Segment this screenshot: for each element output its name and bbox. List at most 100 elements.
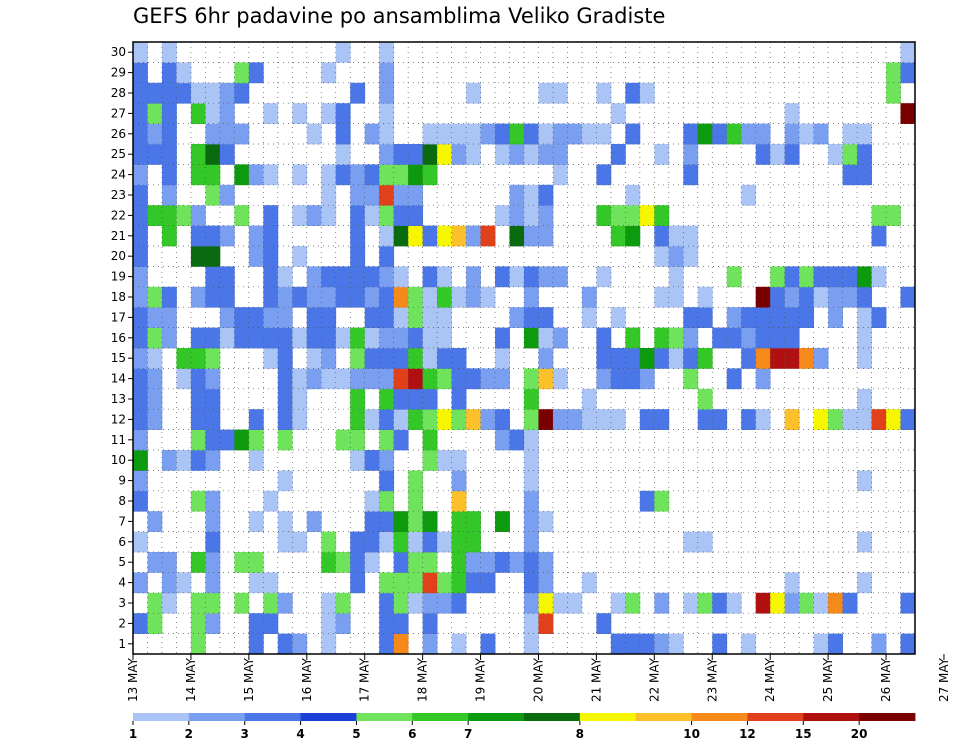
- heatmap-cell: [133, 470, 148, 492]
- heatmap-cell: [147, 144, 163, 165]
- heatmap-cell: [683, 307, 699, 328]
- heatmap-cell: [509, 552, 525, 573]
- heatmap-cell: [538, 511, 554, 532]
- heatmap-cell: [133, 450, 148, 471]
- heatmap-cell: [335, 368, 351, 390]
- heatmap-cell: [683, 592, 699, 614]
- heatmap-cell: [277, 286, 293, 308]
- heatmap-cell: [263, 225, 279, 247]
- colorbar-swatch: [803, 713, 860, 721]
- heatmap-cell: [770, 592, 786, 614]
- heatmap-cell: [205, 225, 221, 247]
- heatmap-cell: [205, 82, 221, 104]
- heatmap-cell: [857, 327, 872, 349]
- heatmap-cell: [248, 307, 264, 328]
- heatmap-cell: [784, 103, 800, 124]
- heatmap-cell: [813, 409, 829, 430]
- heatmap-cell: [147, 103, 163, 124]
- heatmap-cell: [190, 246, 206, 267]
- y-tick-label: 5: [118, 555, 126, 569]
- heatmap-cell: [422, 144, 438, 165]
- heatmap-cell: [321, 164, 337, 186]
- heatmap-cell: [263, 286, 279, 308]
- heatmap-cell: [408, 572, 424, 594]
- heatmap-cell: [799, 266, 815, 288]
- heatmap-cell: [654, 286, 670, 308]
- heatmap-cell: [133, 103, 148, 124]
- x-tick-label: 24 MAY: [763, 657, 777, 702]
- heatmap-cell: [306, 123, 322, 145]
- heatmap-cell: [205, 409, 221, 430]
- heatmap-cell: [422, 409, 438, 430]
- heatmap-cell: [828, 409, 843, 430]
- heatmap-cell: [263, 613, 279, 634]
- colorbar-label: 12: [739, 727, 756, 741]
- heatmap-cell: [321, 62, 337, 84]
- heatmap-cell: [422, 511, 438, 532]
- heatmap-cell: [306, 348, 322, 369]
- heatmap-cell: [871, 307, 887, 328]
- heatmap-cell: [552, 409, 568, 430]
- heatmap-cell: [393, 266, 409, 288]
- y-tick-label: 28: [111, 86, 126, 100]
- heatmap-cell: [277, 307, 293, 328]
- heatmap-cell: [900, 592, 916, 614]
- heatmap-cell: [524, 552, 539, 573]
- x-tick-label: 22 MAY: [647, 657, 661, 702]
- heatmap-cell: [857, 307, 872, 328]
- heatmap-cell: [596, 205, 612, 226]
- heatmap-cell: [205, 572, 221, 594]
- heatmap-cell: [408, 164, 424, 186]
- heatmap-cell: [393, 225, 409, 247]
- heatmap-cell: [857, 164, 872, 186]
- heatmap-cell: [379, 327, 395, 349]
- heatmap-cell: [133, 225, 148, 247]
- heatmap-cell: [683, 123, 699, 145]
- heatmap-cell: [364, 450, 380, 471]
- heatmap-cell: [596, 164, 612, 186]
- heatmap-cell: [422, 327, 438, 349]
- heatmap-cell: [321, 613, 337, 634]
- heatmap-cell: [350, 327, 366, 349]
- heatmap-cell: [495, 511, 510, 532]
- heatmap-cell: [248, 429, 264, 451]
- heatmap-cell: [379, 633, 395, 655]
- heatmap-cell: [248, 409, 264, 430]
- heatmap-cell: [552, 123, 568, 145]
- heatmap-cell: [379, 409, 395, 430]
- heatmap-cell: [408, 307, 424, 328]
- heatmap-cell: [712, 409, 728, 430]
- heatmap-cell: [277, 470, 293, 492]
- heatmap-cell: [176, 348, 192, 369]
- colorbar-label: 5: [352, 727, 360, 741]
- heatmap-cell: [466, 286, 481, 308]
- heatmap-cell: [466, 266, 481, 288]
- colorbar-swatch: [579, 713, 637, 721]
- heatmap-cell: [451, 552, 467, 573]
- heatmap-cell: [524, 123, 539, 145]
- heatmap-cell: [190, 429, 206, 451]
- heatmap-cell: [524, 613, 539, 634]
- heatmap-cell: [726, 266, 742, 288]
- heatmap-cell: [190, 490, 206, 512]
- heatmap-cell: [683, 531, 699, 553]
- x-tick-label: 14 MAY: [184, 657, 198, 702]
- heatmap-cell: [654, 633, 670, 655]
- heatmap-cell: [234, 429, 250, 451]
- heatmap-cell: [205, 592, 221, 614]
- y-tick-label: 6: [118, 535, 126, 549]
- heatmap-cell: [813, 592, 829, 614]
- heatmap-cell: [726, 592, 742, 614]
- heatmap-cell: [610, 409, 626, 430]
- heatmap-cell: [408, 552, 424, 573]
- heatmap-cell: [741, 307, 757, 328]
- heatmap-cell: [408, 205, 424, 226]
- heatmap-cell: [886, 82, 901, 104]
- heatmap-cell: [741, 327, 757, 349]
- heatmap-cell: [161, 144, 177, 165]
- heatmap-cell: [321, 266, 337, 288]
- heatmap-cell: [147, 82, 163, 104]
- heatmap-cell: [610, 592, 626, 614]
- heatmap-cell: [755, 348, 771, 369]
- heatmap-cell: [364, 266, 380, 288]
